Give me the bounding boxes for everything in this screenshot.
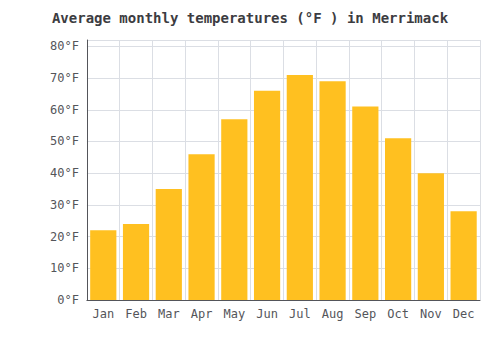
svg-text:70°F: 70°F [50,71,79,85]
svg-text:Feb: Feb [125,307,147,321]
svg-text:10°F: 10°F [50,261,79,275]
svg-text:Jun: Jun [256,307,278,321]
svg-text:40°F: 40°F [50,166,79,180]
svg-text:Dec: Dec [453,307,475,321]
svg-text:0°F: 0°F [57,293,79,307]
svg-text:50°F: 50°F [50,134,79,148]
svg-text:20°F: 20°F [50,230,79,244]
svg-text:Mar: Mar [158,307,180,321]
svg-text:60°F: 60°F [50,103,79,117]
svg-text:80°F: 80°F [50,39,79,53]
svg-text:Aug: Aug [322,307,344,321]
svg-text:Apr: Apr [191,307,213,321]
svg-text:Sep: Sep [355,307,377,321]
svg-text:Nov: Nov [420,307,442,321]
svg-text:Average monthly temperatures (: Average monthly temperatures (°F ) in Me… [52,10,449,26]
svg-text:May: May [223,307,245,321]
svg-text:Jul: Jul [289,307,311,321]
svg-text:Oct: Oct [387,307,409,321]
svg-text:30°F: 30°F [50,198,79,212]
svg-text:Jan: Jan [92,307,114,321]
